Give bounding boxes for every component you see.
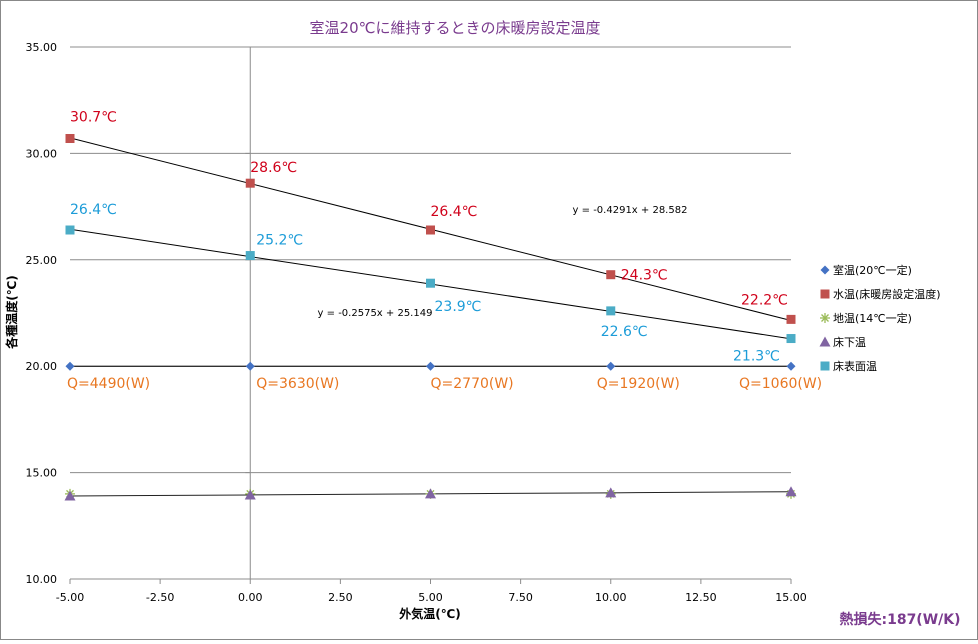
water-temp-label: 24.3℃ <box>621 268 668 284</box>
heat-loss-note: 熱損失:187(W/K) <box>839 611 960 628</box>
data-point <box>245 178 255 188</box>
surface-temp-label: 25.2℃ <box>256 233 303 249</box>
legend-marker <box>820 361 830 371</box>
legend-marker <box>819 336 831 347</box>
data-point <box>65 134 75 144</box>
x-tick-label: 0.00 <box>238 591 263 604</box>
data-point <box>426 361 435 371</box>
data-point <box>64 490 76 501</box>
data-point <box>606 270 616 280</box>
data-point <box>786 314 796 324</box>
surface-temp-label: 22.6℃ <box>601 324 648 340</box>
surface-temp-label: 23.9℃ <box>435 299 482 315</box>
y-tick-label: 30.00 <box>26 147 58 160</box>
star-marker-stroke <box>821 314 829 322</box>
heat-label: Q=2770(W) <box>431 376 514 392</box>
data-point <box>786 334 796 344</box>
x-tick-label: -2.50 <box>146 591 174 604</box>
legend-marker <box>820 313 830 323</box>
data-point <box>245 251 255 261</box>
data-point <box>786 361 796 371</box>
heat-label: Q=1920(W) <box>597 376 680 392</box>
legend-marker <box>820 289 830 299</box>
data-point <box>426 278 435 288</box>
data-point <box>426 225 435 235</box>
data-label-layer: 30.7℃ 28.6℃ 26.4℃ 24.3℃ 22.2℃ 26.4℃ 25.2℃ 23.9℃… <box>67 110 822 393</box>
data-point <box>65 225 75 235</box>
x-tick-label: 7.50 <box>508 591 533 604</box>
water-temp-label: 28.6℃ <box>250 160 297 176</box>
y-tick-label: 35.00 <box>26 41 58 54</box>
data-point <box>65 361 75 371</box>
x-axis-title: 外気温(℃) <box>399 606 461 621</box>
y-axis-title: 各種温度(℃) <box>4 275 19 350</box>
legend-marker <box>820 265 830 275</box>
trendline-equation: y = -0.4291x + 28.582 <box>573 205 688 216</box>
data-point <box>425 488 436 499</box>
legend-label: 床表面温 <box>833 359 877 373</box>
data-point <box>245 361 255 371</box>
heat-label: Q=3630(W) <box>256 376 339 392</box>
water-temp-label: 30.7℃ <box>70 110 117 126</box>
surface-temp-label: 21.3℃ <box>733 349 780 365</box>
y-tick-label: 25.00 <box>26 254 58 267</box>
x-tick-label: 12.50 <box>685 591 717 604</box>
legend-label: 地温(14℃一定) <box>833 311 912 325</box>
series-layer <box>64 134 797 501</box>
chart-title: 室温20℃に維持するときの床暖房設定温度 <box>310 19 601 37</box>
y-tick-label: 20.00 <box>26 360 58 373</box>
legend-label: 水温(床暖房設定温度) <box>833 287 941 301</box>
water-temp-label: 22.2℃ <box>741 292 788 308</box>
heat-label: Q=4490(W) <box>67 376 150 392</box>
legend-label: 床下温 <box>833 335 866 349</box>
x-tick-label: 5.00 <box>418 591 443 604</box>
data-point <box>244 489 256 500</box>
x-tick-label: 2.50 <box>328 591 353 604</box>
y-tick-label: 10.00 <box>26 573 58 586</box>
water-temp-label: 26.4℃ <box>431 204 478 220</box>
surface-temp-label: 26.4℃ <box>70 202 117 218</box>
heat-label: Q=1060(W) <box>739 376 822 392</box>
data-point <box>785 486 797 497</box>
x-tick-label: -5.00 <box>56 591 84 604</box>
x-tick-label: 10.00 <box>595 591 627 604</box>
y-tick-label: 15.00 <box>26 467 58 480</box>
trendline-equation: y = -0.2575x + 25.149 <box>318 308 433 319</box>
legend-label: 室温(20℃一定) <box>833 263 912 277</box>
data-point <box>605 487 617 498</box>
x-tick-label: 15.00 <box>775 591 807 604</box>
data-point <box>606 361 616 371</box>
data-point <box>606 306 616 316</box>
